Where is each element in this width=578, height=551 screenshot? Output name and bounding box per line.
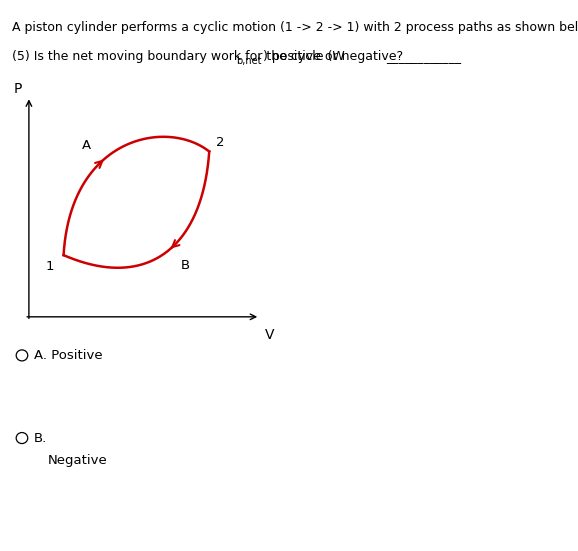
Text: Negative: Negative — [47, 453, 107, 467]
Text: 1: 1 — [46, 260, 54, 273]
Text: B: B — [180, 259, 190, 272]
Text: A. Positive: A. Positive — [34, 349, 102, 362]
Text: (5) Is the net moving boundary work for the cycle (W: (5) Is the net moving boundary work for … — [12, 50, 344, 63]
Text: 2: 2 — [216, 136, 225, 149]
Text: A piston cylinder performs a cyclic motion (1 -> 2 -> 1) with 2 process paths as: A piston cylinder performs a cyclic moti… — [12, 21, 578, 34]
Text: A: A — [82, 139, 91, 152]
Text: ____________: ____________ — [386, 51, 461, 64]
Text: P: P — [13, 83, 21, 96]
Text: ) positive or negative?: ) positive or negative? — [263, 50, 403, 63]
Text: b,net: b,net — [236, 56, 261, 66]
Text: B.: B. — [34, 431, 47, 445]
Text: V: V — [265, 328, 274, 342]
